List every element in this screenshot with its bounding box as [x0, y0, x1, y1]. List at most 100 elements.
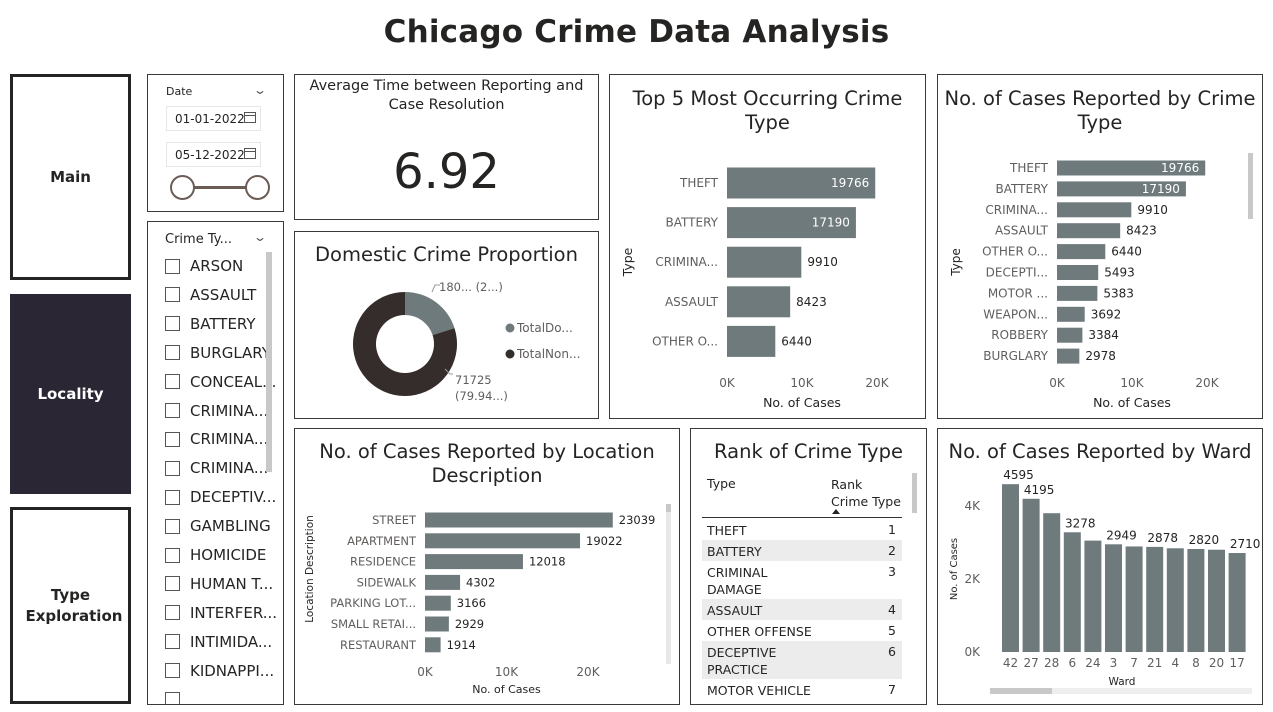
ward-hscroll-thumb[interactable]	[990, 688, 1052, 694]
bar[interactable]	[1228, 553, 1246, 652]
bar[interactable]	[727, 167, 876, 199]
ward-hscroll-track[interactable]	[990, 688, 1252, 694]
bar[interactable]	[1002, 484, 1019, 652]
crime-type-option[interactable]: BATTERY	[165, 311, 256, 337]
crime-type-option[interactable]: KIDNAPPI...	[165, 658, 274, 684]
nav-type-exploration-button[interactable]: Type Exploration	[10, 507, 131, 704]
checkbox[interactable]	[165, 460, 180, 476]
date-end-input[interactable]: 05-12-2022	[166, 142, 261, 167]
range-slider-end-handle[interactable]	[245, 175, 270, 200]
bar[interactable]	[425, 574, 461, 590]
bar[interactable]	[727, 286, 791, 318]
bar[interactable]	[1057, 223, 1121, 239]
bar[interactable]	[727, 207, 856, 239]
bar[interactable]	[1208, 549, 1225, 652]
top5-title: Top 5 Most Occurring Crime Type	[632, 87, 903, 134]
bar[interactable]	[1057, 181, 1186, 197]
checkbox[interactable]	[165, 518, 180, 534]
bytype-scrollbar[interactable]	[1248, 153, 1253, 219]
checkbox-partial[interactable]	[165, 692, 180, 704]
bar[interactable]	[727, 325, 776, 357]
table-row[interactable]: BATTERY 2	[702, 540, 902, 561]
checkbox[interactable]	[165, 605, 180, 621]
bar[interactable]	[1105, 544, 1122, 652]
checkbox[interactable]	[165, 345, 180, 361]
crime-type-option[interactable]: CONCEAL...	[165, 369, 276, 395]
bar[interactable]	[1084, 540, 1102, 652]
table-row[interactable]: CRIMINAL DAMAGE 3	[702, 561, 902, 599]
table-row[interactable]: OTHER OFFENSE 5	[702, 620, 902, 641]
crime-type-option[interactable]: ASSAULT	[165, 282, 256, 308]
bar[interactable]	[1057, 265, 1099, 280]
donut-slice-domestic[interactable]	[405, 292, 455, 336]
bar[interactable]	[1043, 513, 1061, 652]
table-row[interactable]: MOTOR VEHICLE 7	[702, 679, 902, 700]
location-scrollbar[interactable]	[666, 504, 671, 664]
crime-type-option[interactable]: GAMBLING	[165, 513, 271, 539]
bar[interactable]	[425, 595, 451, 611]
checkbox[interactable]	[165, 634, 180, 650]
bar[interactable]	[1057, 285, 1098, 301]
bar[interactable]	[1063, 532, 1081, 652]
checkbox[interactable]	[165, 431, 180, 447]
chevron-down-icon[interactable]: ⌄	[252, 230, 268, 244]
crime-type-option[interactable]: ARSON	[165, 253, 243, 279]
rank-type-cell: CRIMINAL DAMAGE	[707, 565, 768, 597]
table-row[interactable]: THEFT 1	[702, 519, 902, 540]
domestic-panel: Domestic Crime Proportion 180... (2...) …	[294, 231, 599, 419]
bar[interactable]	[425, 637, 441, 653]
rank-col-rank-header[interactable]: Rank Crime Type	[831, 477, 901, 509]
bar[interactable]	[1057, 327, 1083, 343]
donut-slice-nondomestic[interactable]	[353, 292, 457, 396]
bar[interactable]	[1057, 306, 1085, 322]
rank-scrollbar[interactable]	[912, 473, 917, 513]
crime-type-option[interactable]: HOMICIDE	[165, 542, 266, 568]
crime-type-option[interactable]: CRIMINA...	[165, 455, 268, 481]
crime-type-option[interactable]: BURGLARY	[165, 340, 271, 366]
x-tick-label: 4	[1171, 656, 1179, 670]
date-start-input[interactable]: 01-01-2022	[166, 106, 261, 131]
bar[interactable]	[1187, 549, 1205, 652]
checkbox[interactable]	[165, 403, 180, 418]
legend-nondomestic-label: TotalNon...	[516, 347, 580, 361]
bar[interactable]	[1022, 498, 1040, 652]
checkbox[interactable]	[165, 576, 180, 592]
bar[interactable]	[1057, 202, 1132, 218]
checkbox[interactable]	[165, 287, 180, 303]
bar[interactable]	[425, 554, 523, 570]
checkbox[interactable]	[165, 258, 180, 274]
slicer-scrollbar[interactable]	[266, 252, 272, 472]
crime-type-option[interactable]: HUMAN T...	[165, 571, 273, 597]
checkbox[interactable]	[165, 489, 180, 505]
rank-col-type-header[interactable]: Type	[707, 476, 736, 491]
chevron-down-icon[interactable]: ⌄	[252, 83, 268, 97]
bar[interactable]	[1146, 546, 1164, 652]
checkbox[interactable]	[165, 316, 180, 332]
bar[interactable]	[425, 616, 449, 632]
crime-type-option[interactable]: CRIMINA...	[165, 426, 268, 452]
bar[interactable]	[1057, 244, 1106, 260]
bar[interactable]	[1125, 546, 1143, 652]
bar[interactable]	[1057, 160, 1206, 176]
bar[interactable]	[727, 246, 802, 278]
checkbox[interactable]	[165, 547, 180, 563]
bar[interactable]	[425, 533, 581, 549]
bar[interactable]	[1057, 348, 1080, 364]
bar[interactable]	[425, 512, 613, 528]
checkbox[interactable]	[165, 374, 180, 390]
crime-type-option[interactable]: INTERFER...	[165, 600, 277, 626]
nav-locality-button[interactable]: Locality	[10, 294, 131, 494]
table-row[interactable]: DECEPTIVE PRACTICE 6	[702, 641, 902, 679]
crime-type-option[interactable]: INTIMIDA...	[165, 629, 272, 655]
bar[interactable]	[1166, 548, 1184, 652]
crime-type-option[interactable]: CRIMINA...	[165, 398, 268, 424]
calendar-icon[interactable]	[244, 148, 256, 159]
range-slider-start-handle[interactable]	[170, 175, 195, 200]
range-slider-track[interactable]	[182, 186, 258, 189]
nav-main-button[interactable]: Main	[10, 74, 131, 280]
crime-type-option[interactable]: DECEPTIV...	[165, 484, 276, 510]
table-row[interactable]: ASSAULT 4	[702, 599, 902, 620]
calendar-icon[interactable]	[244, 112, 256, 123]
location-scrollbar-thumb[interactable]	[666, 504, 671, 512]
checkbox[interactable]	[165, 663, 180, 679]
